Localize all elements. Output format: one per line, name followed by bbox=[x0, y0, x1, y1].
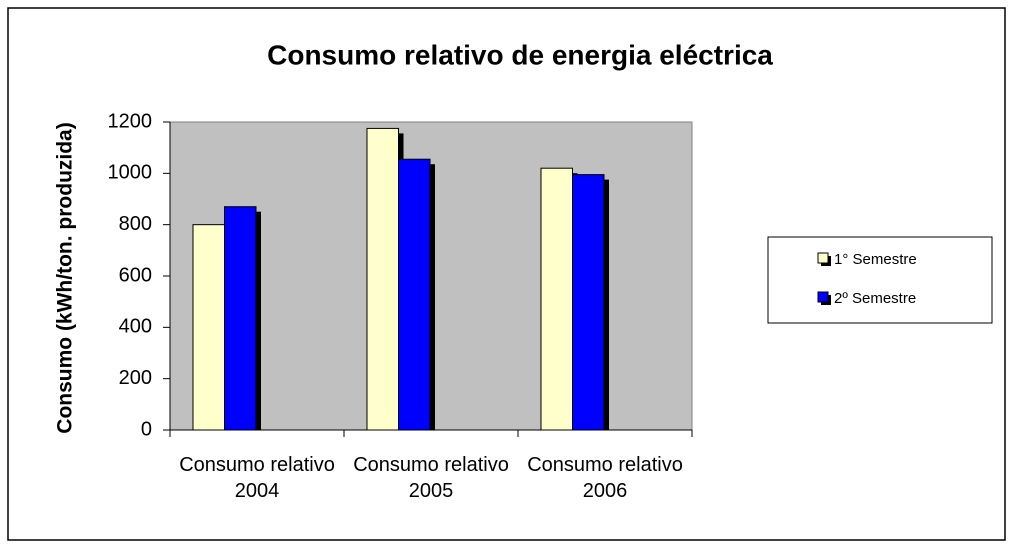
legend-swatch bbox=[817, 291, 829, 303]
legend-swatch bbox=[817, 252, 829, 264]
legend-label: 2º Semestre bbox=[834, 290, 916, 307]
x-tick-label: Consumo relativo 2004 bbox=[179, 454, 335, 502]
bar bbox=[224, 206, 257, 431]
chart-title: Consumo relativo de energia eléctrica bbox=[267, 39, 773, 70]
legend-label: 1° Semestre bbox=[834, 251, 917, 268]
y-axis-label: Consumo (kWh/ton. produzida) bbox=[54, 122, 77, 433]
y-tick-label: 0 bbox=[141, 418, 152, 440]
y-tick-label: 1000 bbox=[108, 162, 153, 184]
legend-box bbox=[767, 236, 993, 324]
y-tick-label: 800 bbox=[119, 213, 152, 235]
bar bbox=[540, 167, 573, 431]
bar bbox=[366, 127, 399, 431]
bar bbox=[398, 158, 431, 431]
bar bbox=[572, 174, 605, 431]
y-tick-label: 600 bbox=[119, 264, 152, 286]
y-tick-label: 400 bbox=[119, 316, 152, 338]
y-tick-label: 200 bbox=[119, 367, 152, 389]
bar bbox=[192, 224, 225, 431]
y-tick-label: 1200 bbox=[108, 110, 153, 132]
x-tick-label: Consumo relativo 2005 bbox=[353, 454, 509, 502]
x-tick-label: Consumo relativo 2006 bbox=[527, 454, 683, 502]
